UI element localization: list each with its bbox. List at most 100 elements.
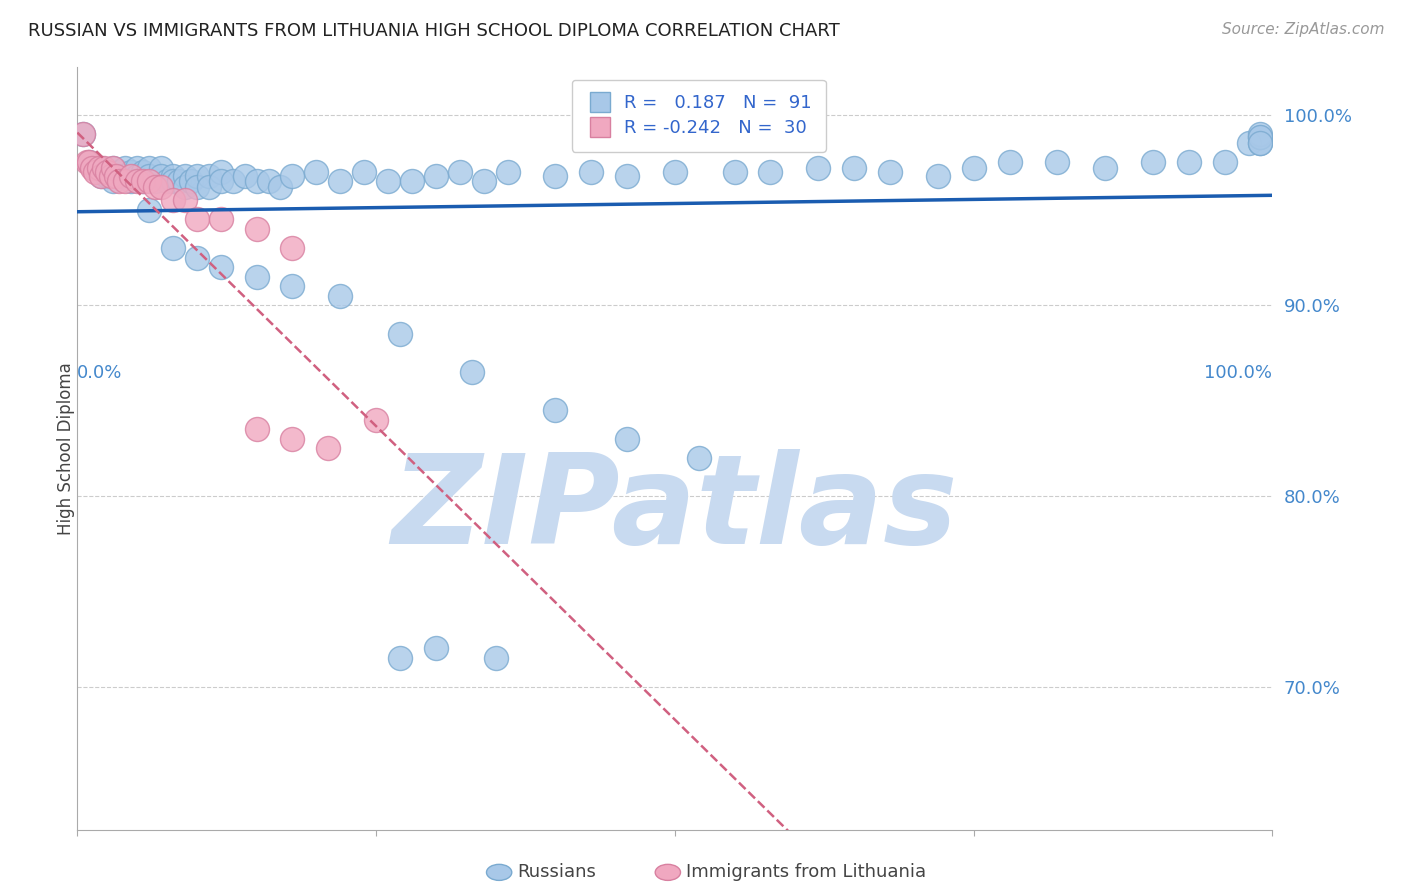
Point <box>108 174 131 188</box>
Point <box>581 165 603 179</box>
Point <box>174 194 197 208</box>
Point <box>270 180 292 194</box>
Point <box>114 161 136 175</box>
Point <box>1250 130 1272 145</box>
Point <box>156 174 179 188</box>
Point <box>1250 127 1272 141</box>
Point <box>96 165 118 179</box>
Point <box>425 169 447 183</box>
Point <box>209 174 232 188</box>
Point <box>150 169 173 183</box>
Point <box>616 432 638 446</box>
Point <box>174 180 197 194</box>
Point <box>759 165 782 179</box>
Point <box>1142 155 1164 169</box>
Point <box>246 174 269 188</box>
Point <box>366 412 388 426</box>
Point <box>1094 161 1116 175</box>
Point <box>162 169 184 183</box>
Point <box>664 165 686 179</box>
Point <box>186 169 208 183</box>
Point <box>138 169 160 183</box>
Point <box>246 269 269 284</box>
Point <box>1250 136 1272 150</box>
Point <box>401 174 423 188</box>
Point <box>197 169 219 183</box>
Point <box>998 155 1021 169</box>
Point <box>100 169 122 183</box>
Point <box>180 174 202 188</box>
Point <box>209 212 232 227</box>
Point <box>724 165 747 179</box>
Legend: R =   0.187   N =  91, R = -0.242   N =  30: R = 0.187 N = 91, R = -0.242 N = 30 <box>572 79 825 152</box>
Point <box>209 260 232 274</box>
Point <box>96 165 118 179</box>
Point <box>186 251 208 265</box>
Point <box>127 174 149 188</box>
Point <box>120 174 142 188</box>
Point <box>93 161 115 175</box>
Point <box>329 288 352 302</box>
Point <box>1237 136 1260 150</box>
Point <box>76 155 98 169</box>
Point <box>844 161 866 175</box>
Point <box>132 174 155 188</box>
Point <box>616 169 638 183</box>
Point <box>329 174 352 188</box>
Point <box>461 365 484 379</box>
Point <box>963 161 986 175</box>
Point <box>90 161 112 175</box>
Point <box>167 174 190 188</box>
Point <box>281 432 304 446</box>
Point <box>150 180 173 194</box>
Text: Immigrants from Lithuania: Immigrants from Lithuania <box>686 863 927 881</box>
Point <box>87 161 110 175</box>
Point <box>143 180 166 194</box>
Text: 0.0%: 0.0% <box>77 364 122 383</box>
Point <box>84 161 107 175</box>
Point <box>318 442 340 455</box>
Point <box>197 180 219 194</box>
Point <box>114 174 136 188</box>
Point <box>281 279 304 293</box>
Point <box>377 174 399 188</box>
Point <box>1046 155 1069 169</box>
Point <box>246 222 269 236</box>
Point <box>104 169 127 183</box>
Point <box>257 174 280 188</box>
Point <box>162 241 184 255</box>
Point <box>544 403 567 417</box>
Point <box>96 169 118 183</box>
Point <box>138 202 160 217</box>
Text: RUSSIAN VS IMMIGRANTS FROM LITHUANIA HIGH SCHOOL DIPLOMA CORRELATION CHART: RUSSIAN VS IMMIGRANTS FROM LITHUANIA HIG… <box>28 22 839 40</box>
Point <box>138 174 160 188</box>
Point <box>143 174 166 188</box>
Point <box>150 161 173 175</box>
Point <box>127 169 149 183</box>
Point <box>80 161 103 175</box>
Point <box>209 165 232 179</box>
Point <box>138 161 160 175</box>
Point <box>425 641 447 656</box>
Point <box>108 169 131 183</box>
Point <box>927 169 949 183</box>
Point <box>807 161 830 175</box>
Point <box>388 326 412 341</box>
Point <box>120 169 142 183</box>
Point <box>1213 155 1236 169</box>
Point <box>222 174 245 188</box>
Point <box>186 180 208 194</box>
Point <box>174 169 197 183</box>
Point <box>544 169 567 183</box>
Point <box>1250 130 1272 145</box>
Point <box>353 165 375 179</box>
Point <box>472 174 495 188</box>
Point <box>114 169 136 183</box>
Point <box>79 155 101 169</box>
Point <box>688 450 710 465</box>
Point <box>246 422 269 436</box>
Point <box>84 165 107 179</box>
Point <box>186 212 208 227</box>
Text: 100.0%: 100.0% <box>1205 364 1272 383</box>
Point <box>79 155 101 169</box>
